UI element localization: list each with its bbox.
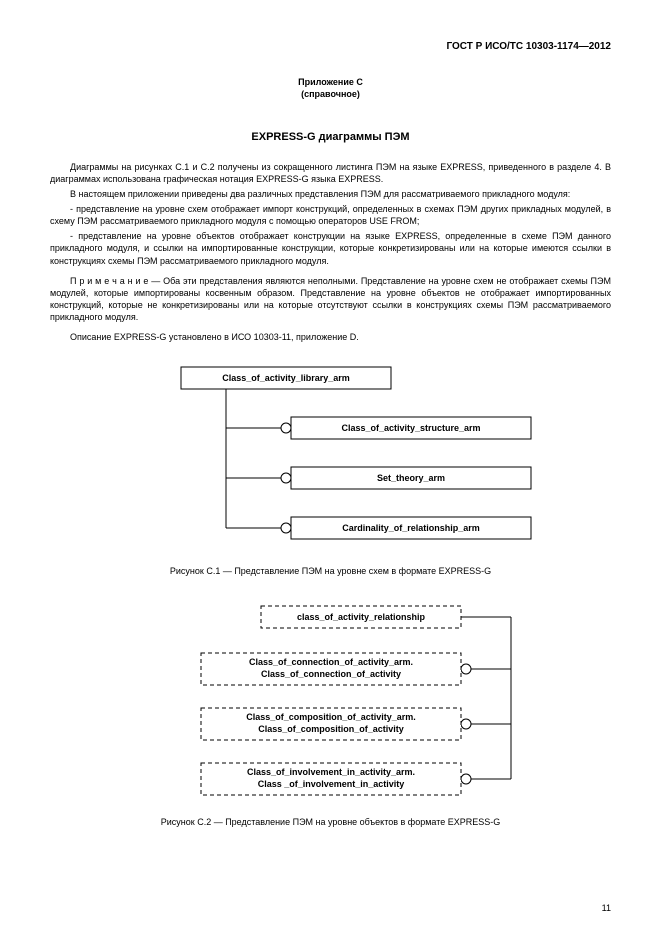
paragraph: Диаграммы на рисунках С.1 и С.2 получены… — [50, 161, 611, 185]
annex-label: Приложение С — [50, 76, 611, 88]
page: ГОСТ Р ИСО/ТС 10303-1174—2012 Приложение… — [0, 0, 661, 936]
svg-text:Class_of_activity_library_arm: Class_of_activity_library_arm — [222, 373, 350, 383]
paragraph: В настоящем приложении приведены два раз… — [50, 188, 611, 200]
figure-caption: Рисунок С.1 — Представление ПЭМ на уровн… — [50, 565, 611, 577]
page-number: 11 — [602, 902, 611, 914]
note: П р и м е ч а н и е — Оба эти представле… — [50, 275, 611, 324]
paragraph: - представление на уровне объектов отобр… — [50, 230, 611, 266]
svg-text:Cardinality_of_relationship_ar: Cardinality_of_relationship_arm — [342, 523, 480, 533]
figure-caption: Рисунок С.2 — Представление ПЭМ на уровн… — [50, 816, 611, 828]
annex-subtitle: (справочное) — [50, 88, 611, 100]
paragraph: Описание EXPRESS-G установлено в ИСО 103… — [50, 331, 611, 343]
svg-text:Class_of_composition_of_activi: Class_of_composition_of_activity — [258, 724, 404, 734]
paragraph: - представление на уровне схем отображае… — [50, 203, 611, 227]
svg-text:Class_of_connection_of_activit: Class_of_connection_of_activity — [260, 669, 400, 679]
svg-text:class_of_activity_relationship: class_of_activity_relationship — [296, 612, 425, 622]
note-label: П р и м е ч а н и е — [70, 276, 148, 286]
svg-text:Class_of_connection_of_activit: Class_of_connection_of_activity_arm. — [248, 657, 412, 667]
svg-text:Class_of_composition_of_activi: Class_of_composition_of_activity_arm. — [246, 712, 416, 722]
svg-text:Class_of_involvement_in_activi: Class_of_involvement_in_activity_arm. — [246, 767, 414, 777]
page-title: EXPRESS-G диаграммы ПЭМ — [50, 130, 611, 145]
diagram-c1: Class_of_activity_library_arm Class_of_ac… — [111, 357, 551, 557]
svg-text:Set_theory_arm: Set_theory_arm — [376, 473, 444, 483]
diagram-c2: class_of_activity_relationship Class_of_c… — [111, 598, 551, 808]
svg-text:Class_of_activity_structure_ar: Class_of_activity_structure_arm — [341, 423, 480, 433]
document-id: ГОСТ Р ИСО/ТС 10303-1174—2012 — [50, 40, 611, 54]
svg-text:Class _of_involvement_in_activ: Class _of_involvement_in_activity — [257, 779, 404, 789]
